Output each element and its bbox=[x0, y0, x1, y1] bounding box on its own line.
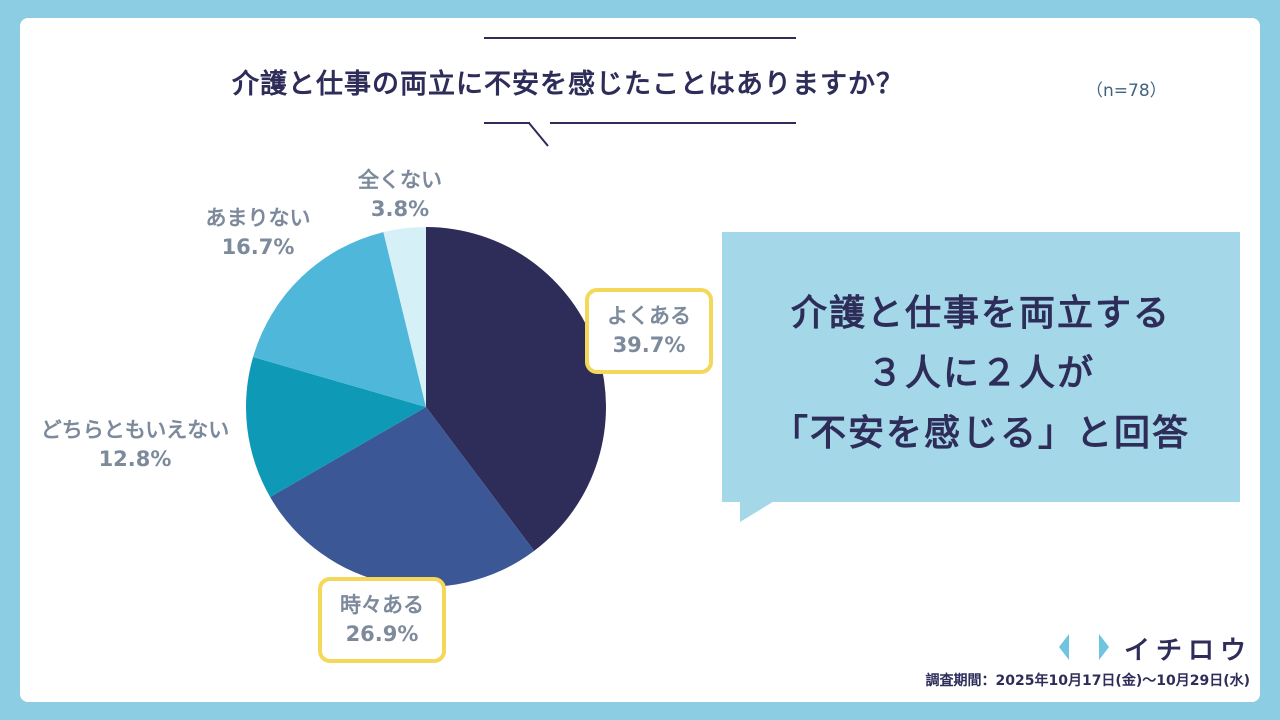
slice-category-label: よくある bbox=[607, 304, 691, 328]
slice-value-label: 39.7% bbox=[612, 333, 686, 357]
callout-tail bbox=[740, 500, 776, 522]
title-rule-top bbox=[484, 37, 796, 39]
slice-label-tokidoki-aru: 時々ある 26.9% bbox=[318, 577, 446, 663]
title-rule-bottom-left bbox=[484, 122, 530, 124]
pie-slice-3 bbox=[245, 357, 426, 497]
title-rule-bottom-right bbox=[550, 122, 796, 124]
slice-label-mattaku-nai: 全くない 3.8% bbox=[340, 166, 460, 224]
survey-period: 調査期間：2025年10月17日(金)〜10月29日(水) bbox=[925, 673, 1251, 689]
slice-category-label: あまりない bbox=[205, 206, 311, 230]
brand-name: イチロウ bbox=[1124, 636, 1253, 666]
pie-slice-4 bbox=[253, 232, 426, 407]
slice-label-yoku-aru: よくある 39.7% bbox=[585, 288, 713, 374]
chart-title: 介護と仕事の両立に不安を感じたことはありますか？ bbox=[232, 69, 904, 100]
slice-label-dochiratomo: どちらともいえない 12.8% bbox=[30, 416, 240, 474]
callout-line-1: 介護と仕事を両立する bbox=[790, 293, 1171, 334]
slice-value-label: 12.8% bbox=[98, 447, 172, 471]
slice-value-label: 3.8% bbox=[370, 197, 430, 221]
slice-label-amari-nai: あまりない 16.7% bbox=[188, 204, 328, 262]
slice-category-label: どちらともいえない bbox=[40, 418, 230, 442]
slice-category-label: 全くない bbox=[358, 168, 442, 192]
callout-line-2: ３人に２人が bbox=[866, 353, 1095, 394]
pie-slice-5 bbox=[383, 227, 426, 407]
slice-value-label: 16.7% bbox=[221, 235, 295, 259]
chevrons-icon bbox=[1059, 634, 1109, 660]
speech-pointer bbox=[528, 122, 549, 147]
pie-slice-2 bbox=[270, 407, 535, 587]
sample-size: （n=78） bbox=[1086, 81, 1167, 101]
slice-category-label: 時々ある bbox=[340, 593, 424, 617]
callout-box bbox=[722, 232, 1240, 502]
pie-slice-1 bbox=[426, 227, 606, 551]
callout-line-3: 「不安を感じる」と回答 bbox=[771, 413, 1190, 454]
slice-value-label: 26.9% bbox=[345, 622, 419, 646]
